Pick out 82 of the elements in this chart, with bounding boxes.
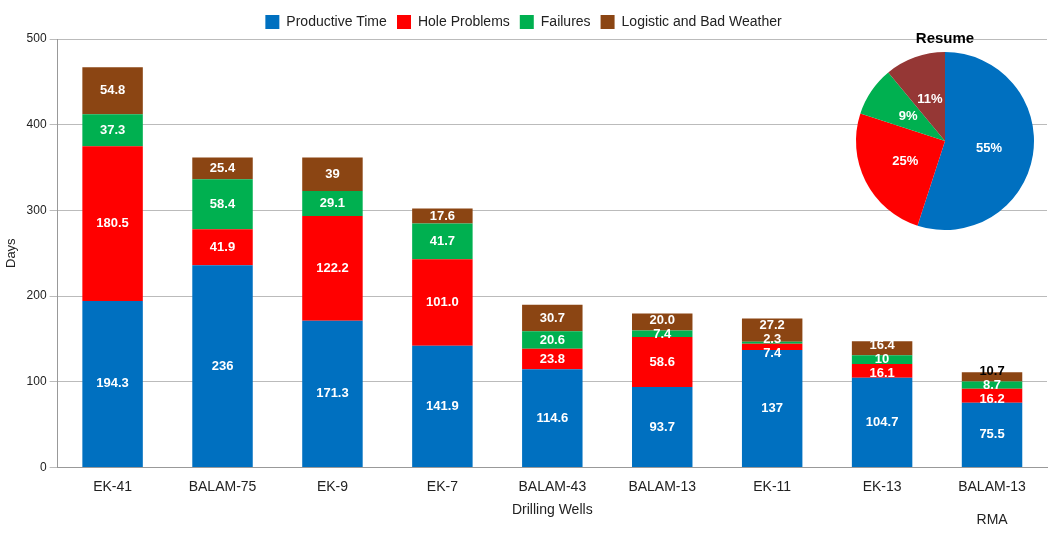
data-label: 7.4 bbox=[763, 345, 782, 361]
legend-label: Logistic and Bad Weather bbox=[621, 12, 782, 29]
y-tick-label: 500 bbox=[26, 31, 47, 46]
x-axis-title: Drilling Wells bbox=[511, 501, 593, 518]
bar bbox=[82, 114, 143, 147]
data-label: 25.4 bbox=[209, 159, 236, 175]
data-label: 93.7 bbox=[649, 418, 675, 434]
data-label: 104.7 bbox=[865, 413, 899, 429]
data-label: 30.7 bbox=[539, 309, 565, 325]
text: RMA bbox=[976, 511, 1008, 528]
x-tick-label: BALAM-13 bbox=[958, 477, 1027, 494]
bar bbox=[192, 179, 253, 230]
data-label: 137 bbox=[761, 400, 784, 416]
bar bbox=[412, 223, 473, 260]
y-axis-title: Days bbox=[3, 237, 19, 269]
bar bbox=[522, 369, 583, 467]
data-label: 29.1 bbox=[319, 195, 346, 211]
data-label: 75.5 bbox=[979, 426, 1005, 442]
x-tick-label: EK-11 bbox=[753, 477, 792, 494]
data-label: 37.3 bbox=[99, 121, 126, 137]
bar bbox=[192, 265, 253, 467]
data-label: 54.8 bbox=[99, 82, 126, 98]
data-label: 20.6 bbox=[539, 331, 565, 347]
bar bbox=[522, 304, 583, 332]
bar bbox=[192, 229, 253, 266]
x-tick-label: EK-13 bbox=[862, 477, 902, 494]
data-label: 122.2 bbox=[316, 259, 349, 275]
data-label: 16.2 bbox=[979, 391, 1005, 407]
x-tick-label: BALAM-13 bbox=[628, 477, 697, 494]
data-label: 101.0 bbox=[426, 294, 459, 310]
data-label: 27.2 bbox=[759, 317, 785, 333]
data-label: 41.7 bbox=[429, 233, 456, 248]
bar bbox=[302, 215, 363, 321]
data-label: 10 bbox=[874, 351, 890, 367]
data-label: 8.7 bbox=[983, 377, 1002, 393]
bar bbox=[82, 67, 143, 115]
data-label: 55% bbox=[975, 139, 1003, 155]
bar bbox=[412, 345, 473, 467]
bar bbox=[632, 336, 693, 388]
y-tick-label: 100 bbox=[26, 374, 47, 389]
y-tick-label: 0 bbox=[39, 459, 47, 474]
y-tick-label: 300 bbox=[26, 202, 47, 217]
bar bbox=[412, 259, 473, 346]
data-label: 141.9 bbox=[426, 397, 459, 413]
bar bbox=[82, 146, 143, 301]
data-label: 9% bbox=[898, 107, 919, 123]
x-tick-label: BALAM-75 bbox=[188, 477, 257, 494]
data-label: 41.9 bbox=[209, 238, 236, 254]
bar bbox=[741, 350, 803, 467]
data-label: 39 bbox=[325, 165, 340, 181]
bar bbox=[302, 320, 363, 467]
bar bbox=[851, 377, 913, 467]
bar bbox=[632, 387, 693, 467]
bar bbox=[192, 157, 253, 180]
x-tick-label: EK-7 bbox=[426, 477, 459, 494]
x-tick-label: EK-9 bbox=[316, 477, 349, 494]
chart-title: Resume bbox=[915, 29, 975, 47]
bar bbox=[302, 157, 363, 191]
data-label: 58.4 bbox=[209, 195, 236, 211]
x-tick-label: BALAM-43 bbox=[518, 477, 587, 494]
legend-label: Hole Problems bbox=[417, 12, 510, 29]
data-label: 180.5 bbox=[96, 215, 129, 231]
data-label: 16.1 bbox=[869, 365, 895, 381]
legend-label: Failures bbox=[540, 12, 591, 29]
data-label: 236 bbox=[211, 357, 234, 373]
y-tick-label: 200 bbox=[26, 288, 47, 303]
y-tick-label: 400 bbox=[26, 116, 47, 131]
bar bbox=[82, 300, 143, 467]
data-label: 23.8 bbox=[539, 350, 565, 366]
data-label: 11% bbox=[917, 90, 944, 106]
data-label: 20.0 bbox=[649, 312, 675, 328]
data-label: 25% bbox=[892, 152, 919, 168]
data-label: 171.3 bbox=[316, 385, 349, 401]
data-label: 114.6 bbox=[536, 409, 569, 425]
data-label: 194.3 bbox=[96, 375, 129, 391]
x-tick-label: EK-41 bbox=[93, 477, 133, 494]
data-label: 58.6 bbox=[649, 353, 675, 369]
bar bbox=[412, 208, 473, 224]
bar bbox=[302, 191, 363, 216]
legend-label: Productive Time bbox=[286, 12, 387, 29]
bar bbox=[961, 402, 1023, 467]
data-label: 17.6 bbox=[429, 207, 456, 223]
